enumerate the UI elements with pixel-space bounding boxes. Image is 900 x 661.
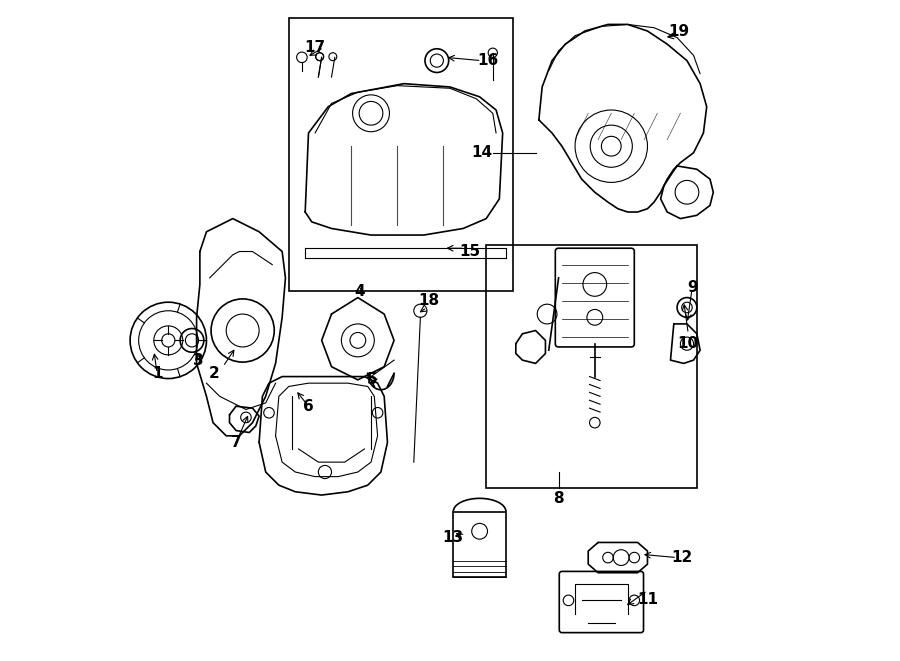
Text: 14: 14 [471, 145, 492, 160]
Bar [486, 245, 697, 488]
Text: 10: 10 [678, 336, 698, 351]
Bar [289, 18, 512, 291]
Text: 11: 11 [637, 592, 658, 607]
Text: 12: 12 [671, 550, 692, 565]
Text: 18: 18 [418, 293, 439, 309]
Text: 2: 2 [209, 366, 220, 381]
Text: 1: 1 [152, 366, 162, 381]
Text: 19: 19 [669, 24, 689, 38]
Text: 16: 16 [478, 53, 499, 68]
Text: 7: 7 [230, 435, 241, 450]
Text: 17: 17 [304, 40, 326, 55]
Text: 5: 5 [367, 372, 378, 387]
Text: 13: 13 [443, 530, 464, 545]
Text: 3: 3 [194, 352, 204, 368]
Text: 4: 4 [354, 284, 364, 299]
Bar [454, 512, 506, 577]
Text: 8: 8 [554, 491, 564, 506]
Text: 15: 15 [459, 244, 481, 259]
Text: 6: 6 [303, 399, 314, 414]
Text: 9: 9 [687, 280, 698, 295]
